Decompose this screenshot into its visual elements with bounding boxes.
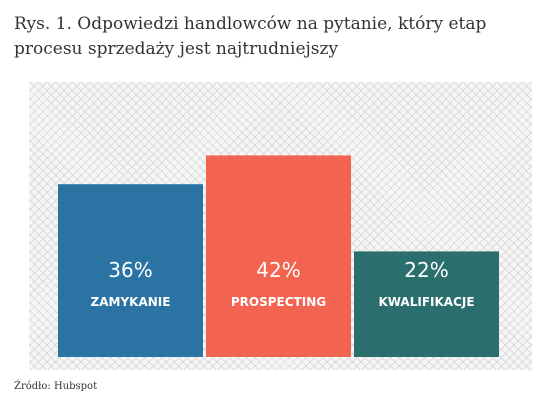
bar-value-label: 22% (404, 258, 448, 282)
chart-title: Rys. 1. Odpowiedzi handlowców na pytanie… (14, 14, 487, 59)
bar-group-zamykanie: 36% ZAMYKANIE (58, 184, 203, 357)
bar-category-label: KWALIFIKACJE (378, 295, 474, 309)
bar-group-kwalifikacje: 22% KWALIFIKACJE (354, 251, 499, 357)
bar-zamykanie (58, 184, 203, 357)
bar-value-label: 36% (108, 258, 152, 282)
bar-category-label: PROSPECTING (231, 295, 326, 309)
source-note: Źródło: Hubspot (14, 381, 98, 392)
bar-group-prospecting: 42% PROSPECTING (206, 155, 351, 357)
bar-prospecting (206, 155, 351, 357)
bar-kwalifikacje (354, 251, 499, 357)
bar-value-label: 42% (256, 258, 300, 282)
bar-category-label: ZAMYKANIE (91, 295, 171, 309)
